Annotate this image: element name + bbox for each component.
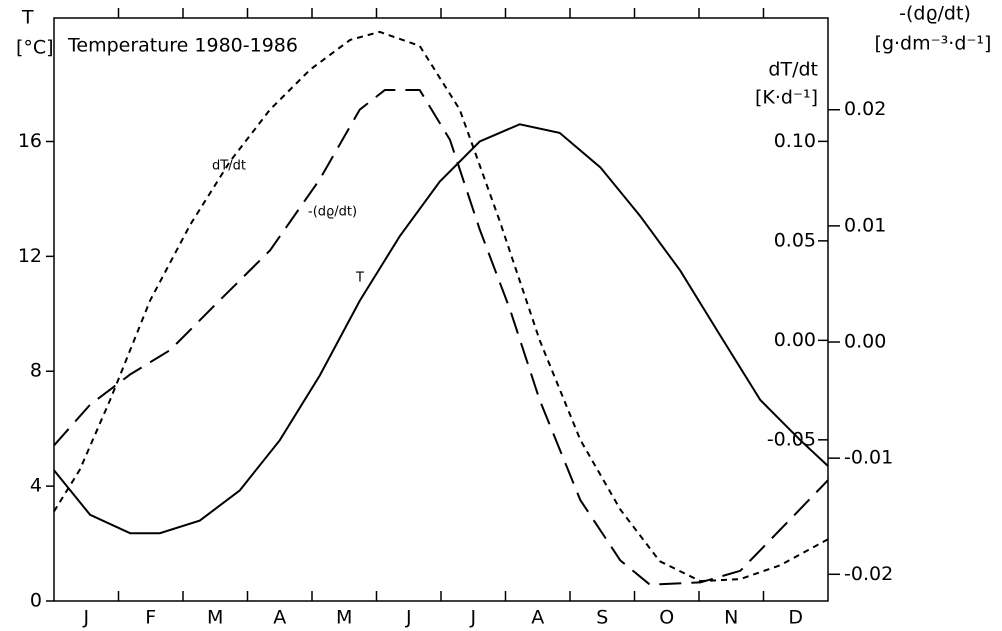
annotation: T (355, 271, 364, 286)
chart-title: Temperature 1980-1986 (67, 35, 298, 57)
y3-tick-label: -0.01 (844, 447, 893, 469)
y-axis-label: T (21, 7, 34, 29)
y3-axis-unit: [g·dm⁻³·d⁻¹] (875, 33, 992, 55)
series-line (53, 123, 829, 535)
y3-tick-label: 0.00 (844, 331, 886, 353)
y-tick-label: 16 (18, 130, 42, 152)
x-tick-label: M (207, 607, 223, 629)
x-tick-label: F (145, 607, 156, 629)
y-tick-label: 8 (30, 360, 42, 382)
y3-tick-label: 0.02 (844, 98, 886, 120)
y3-tick-label: 0.01 (844, 214, 886, 236)
y3-axis-label: -(dϱ/dt) (899, 3, 971, 25)
x-tick-label: A (273, 607, 286, 629)
y2-axis-label: dT/dt (768, 59, 818, 81)
y-axis-unit: [°C] (16, 37, 54, 59)
x-tick-label: N (724, 607, 738, 629)
x-tick-label: O (659, 607, 674, 629)
x-tick-label: J (469, 607, 476, 629)
series-line (53, 30, 829, 583)
annotation: dT/dt (212, 159, 246, 174)
y-tick-label: 12 (18, 245, 42, 267)
y2-tick-label: 0.10 (774, 130, 816, 152)
y3-tick-label: -0.02 (844, 563, 893, 585)
y2-axis-unit: [K·d⁻¹] (755, 87, 818, 109)
y-tick-label: 0 (30, 590, 42, 612)
y-tick-label: 4 (30, 475, 42, 497)
plot-frame (53, 17, 829, 602)
y2-tick-label: -0.05 (767, 428, 816, 450)
y2-tick-label: 0.00 (774, 329, 816, 351)
annotation: -(dϱ/dt) (308, 205, 357, 220)
x-tick-label: J (405, 607, 412, 629)
x-tick-label: J (82, 607, 89, 629)
y2-tick-label: 0.05 (774, 229, 816, 251)
series-line (53, 89, 829, 586)
x-tick-label: M (336, 607, 352, 629)
x-tick-label: S (596, 607, 608, 629)
x-tick-label: D (788, 607, 803, 629)
x-tick-label: A (531, 607, 544, 629)
